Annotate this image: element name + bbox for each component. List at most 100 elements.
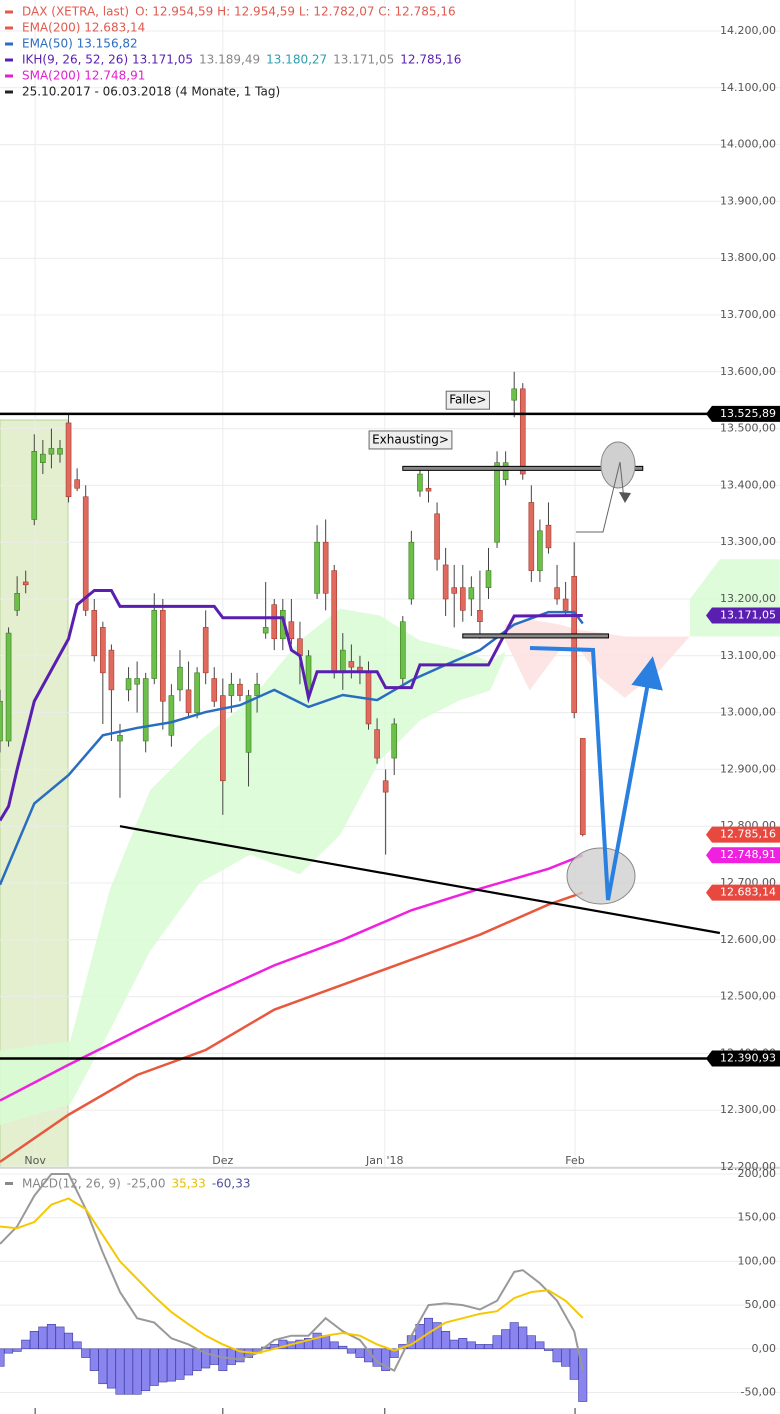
price-tag-label: 13.171,05	[720, 608, 776, 621]
candle-body	[237, 683, 243, 696]
y-tick-label: 14.200,00	[720, 24, 776, 37]
indicator-line	[0, 854, 584, 1102]
y-tick-label: 13.800,00	[720, 251, 776, 264]
candle-body	[202, 627, 209, 674]
y-tick-label: 150,00	[738, 1211, 777, 1224]
candle-body	[168, 695, 175, 736]
candle-body	[322, 541, 329, 594]
candle-body	[151, 610, 158, 679]
histogram-bar	[38, 1326, 48, 1350]
y-tick-label: 13.500,00	[720, 422, 776, 435]
y-tick-label: 13.200,00	[720, 592, 776, 605]
y-tick-label: -50,00	[741, 1386, 776, 1399]
candle-body	[571, 575, 577, 713]
candle-body	[554, 587, 560, 600]
histogram-bar	[492, 1335, 502, 1350]
indicator-line	[0, 610, 584, 886]
annotation-text: Falle>	[449, 393, 486, 407]
histogram-bar	[578, 1348, 588, 1402]
resistance-zone	[402, 465, 644, 471]
price-tag-box	[706, 405, 780, 422]
candle-body	[228, 683, 235, 696]
candle-body	[57, 448, 63, 455]
histogram-bar	[449, 1339, 459, 1350]
histogram-bar	[543, 1348, 553, 1351]
arrow-head	[619, 492, 631, 503]
indicator-line	[0, 588, 583, 822]
legend-text: DAX (XETRA, last)	[22, 5, 129, 19]
x-tick-label: Feb	[565, 1154, 584, 1167]
legend-swatch	[5, 1182, 13, 1185]
histogram-bar	[329, 1341, 339, 1350]
histogram-bar	[46, 1324, 56, 1350]
price-tag-box	[706, 1050, 780, 1067]
histogram-bar	[0, 1348, 5, 1367]
candle-body	[65, 422, 72, 498]
histogram-bar	[501, 1329, 511, 1350]
candle-body	[185, 689, 192, 713]
candle-body	[545, 524, 552, 549]
macd-panel	[0, 1173, 780, 1402]
legend-text: 12.785,16	[400, 53, 461, 67]
candle-body	[477, 610, 483, 623]
histogram-bar	[441, 1331, 451, 1350]
y-tick-label: 13.600,00	[720, 365, 776, 378]
y-tick-label: 13.000,00	[720, 706, 776, 719]
candle-body	[194, 672, 200, 713]
histogram-bar	[192, 1348, 202, 1371]
candle-body	[254, 683, 260, 696]
legend-swatch	[5, 10, 13, 14]
histogram-bar	[64, 1332, 74, 1350]
histogram-bar	[29, 1331, 39, 1350]
y-tick-label: 200,00	[738, 1167, 777, 1180]
histogram-bar	[509, 1322, 519, 1350]
candle-body	[339, 649, 346, 674]
histogram-bar	[569, 1348, 579, 1380]
candle-body	[288, 621, 295, 640]
candle-body	[211, 678, 218, 702]
candle-body	[562, 598, 569, 611]
histogram-bar	[158, 1348, 168, 1383]
histogram-bar	[106, 1348, 116, 1389]
legend-text: EMA(50) 13.156,82	[22, 37, 138, 51]
legend-text: 13.180,27	[266, 53, 327, 67]
ichimoku-cloud	[504, 619, 690, 698]
price-tag-label: 12.748,91	[720, 848, 776, 861]
histogram-bar	[12, 1348, 22, 1352]
circle-marker	[566, 847, 636, 905]
candle-body	[142, 678, 149, 742]
main-panel: Falle> Exhausting>	[0, 0, 780, 1168]
legend-swatch	[5, 90, 13, 94]
legend-text: 13.171,05	[333, 53, 394, 67]
y-tick-label: 12.900,00	[720, 762, 776, 775]
candle-body	[348, 661, 355, 668]
y-tick-label: 14.100,00	[720, 81, 776, 94]
y-tick-label: 13.100,00	[720, 649, 776, 662]
candle-body	[331, 570, 338, 674]
price-tag-label: 12.390,93	[720, 1052, 776, 1065]
x-tick-label: Nov	[24, 1154, 46, 1167]
legend-text: 25.10.2017 - 06.03.2018 (4 Monate, 1 Tag…	[22, 85, 280, 99]
legend-text: MACD(12, 26, 9)	[22, 1177, 121, 1191]
price-tag-box	[706, 847, 780, 864]
candle-body	[502, 462, 509, 481]
histogram-bar	[526, 1335, 536, 1350]
candle-body	[374, 729, 380, 759]
histogram-bar	[346, 1348, 356, 1354]
candle-body	[417, 473, 423, 492]
candle-body	[245, 695, 252, 753]
candle-body	[31, 451, 38, 520]
candle-body	[134, 678, 140, 685]
histogram-bar	[89, 1348, 99, 1371]
annotation-text: Exhausting>	[372, 432, 449, 446]
legend-swatch	[5, 74, 13, 78]
histogram-bar	[149, 1348, 159, 1386]
legend-text: EMA(200) 12.683,14	[22, 21, 145, 35]
histogram-bar	[4, 1348, 14, 1354]
legend-swatch	[5, 42, 13, 46]
candle-body	[82, 496, 89, 611]
candle-body	[511, 388, 518, 401]
candle-body	[459, 587, 466, 611]
candle-body	[382, 780, 389, 793]
histogram-bar	[535, 1341, 545, 1350]
